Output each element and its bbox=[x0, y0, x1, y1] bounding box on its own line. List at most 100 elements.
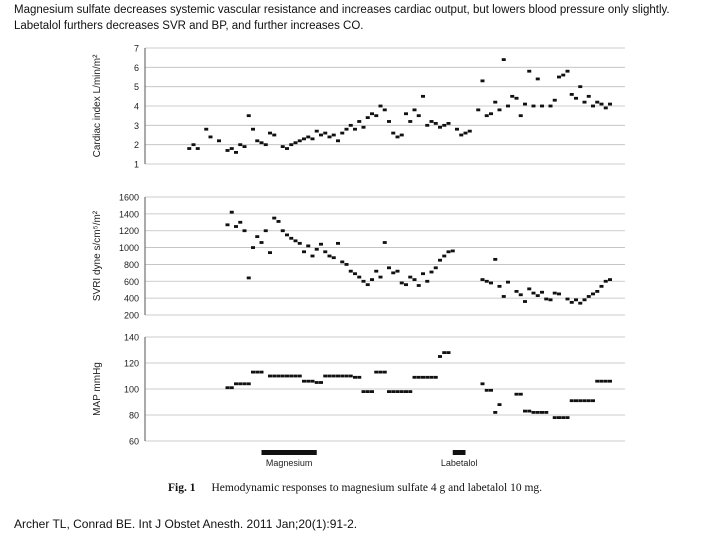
data-point bbox=[429, 375, 434, 379]
data-point bbox=[497, 403, 502, 406]
data-point bbox=[289, 143, 294, 147]
data-point bbox=[569, 300, 574, 304]
data-point bbox=[506, 280, 510, 284]
data-point bbox=[497, 108, 502, 112]
data-point bbox=[374, 370, 379, 374]
y-tick-label: 1600 bbox=[119, 193, 139, 203]
data-point bbox=[433, 122, 438, 125]
data-point bbox=[327, 254, 332, 258]
y-tick-label: 5 bbox=[134, 82, 139, 92]
data-point bbox=[391, 390, 396, 393]
data-point bbox=[370, 390, 374, 393]
data-point bbox=[433, 375, 438, 379]
data-point bbox=[557, 75, 561, 79]
data-point bbox=[569, 93, 574, 96]
data-point bbox=[340, 374, 345, 378]
data-point bbox=[361, 125, 366, 129]
data-point bbox=[450, 249, 455, 253]
citation: Archer TL, Conrad BE. Int J Obstet Anest… bbox=[14, 517, 358, 531]
data-point bbox=[314, 129, 319, 133]
data-point bbox=[591, 399, 595, 403]
data-point bbox=[289, 236, 294, 240]
data-point bbox=[340, 131, 345, 135]
data-point bbox=[544, 297, 549, 301]
data-point bbox=[225, 386, 230, 390]
data-point bbox=[489, 112, 493, 116]
data-point bbox=[268, 374, 272, 378]
data-point bbox=[574, 298, 578, 302]
data-point bbox=[378, 370, 383, 374]
data-point bbox=[280, 229, 285, 233]
data-point bbox=[344, 263, 349, 266]
data-point bbox=[552, 98, 557, 102]
data-point bbox=[391, 131, 396, 135]
data-point bbox=[595, 290, 600, 293]
data-point bbox=[425, 375, 430, 379]
data-point bbox=[255, 235, 260, 239]
data-point bbox=[412, 278, 417, 281]
data-point bbox=[280, 374, 285, 378]
data-point bbox=[229, 210, 234, 214]
data-point bbox=[395, 269, 400, 273]
data-point bbox=[365, 283, 370, 287]
data-point bbox=[272, 216, 277, 220]
data-point bbox=[191, 143, 196, 147]
data-point bbox=[327, 374, 332, 378]
data-point bbox=[272, 374, 277, 378]
data-point bbox=[382, 370, 387, 374]
data-point bbox=[357, 275, 362, 279]
data-point bbox=[586, 399, 591, 403]
data-point bbox=[340, 260, 345, 264]
data-point bbox=[535, 294, 540, 298]
data-point bbox=[404, 390, 408, 393]
y-tick-label: 2 bbox=[134, 140, 139, 150]
data-point bbox=[399, 390, 404, 393]
treatment-bar-magnesium bbox=[261, 450, 317, 455]
data-point bbox=[518, 293, 523, 297]
data-point bbox=[535, 77, 540, 81]
data-point bbox=[480, 79, 485, 83]
data-point bbox=[557, 416, 561, 419]
y-tick-label: 4 bbox=[134, 102, 139, 112]
data-point bbox=[378, 275, 383, 279]
data-point bbox=[429, 120, 434, 123]
treatment-label-labetalol: Labetalol bbox=[441, 458, 478, 468]
y-tick-label: 100 bbox=[124, 385, 139, 395]
data-point bbox=[208, 135, 213, 139]
data-point bbox=[319, 133, 323, 137]
data-point bbox=[280, 145, 285, 148]
data-point bbox=[523, 300, 527, 303]
data-point bbox=[348, 123, 353, 127]
data-point bbox=[548, 298, 553, 302]
data-point bbox=[603, 279, 608, 283]
y-tick-label: 800 bbox=[124, 260, 139, 270]
data-point bbox=[425, 279, 430, 283]
data-point bbox=[404, 112, 408, 116]
data-point bbox=[586, 94, 591, 98]
data-point bbox=[476, 108, 481, 112]
data-point bbox=[234, 225, 238, 228]
y-tick-label: 6 bbox=[134, 63, 139, 73]
data-point bbox=[531, 291, 536, 295]
data-point bbox=[412, 375, 417, 379]
data-point bbox=[361, 390, 366, 393]
data-point bbox=[276, 220, 281, 223]
data-point bbox=[259, 370, 264, 374]
data-point bbox=[591, 104, 595, 108]
data-point bbox=[540, 290, 544, 294]
y-tick-label: 600 bbox=[124, 277, 139, 287]
data-point bbox=[353, 375, 357, 379]
data-point bbox=[442, 254, 447, 258]
y-tick-label: 120 bbox=[124, 359, 139, 369]
data-point bbox=[365, 390, 370, 393]
data-point bbox=[608, 379, 612, 383]
data-point bbox=[599, 102, 604, 106]
data-point bbox=[323, 250, 328, 254]
data-point bbox=[268, 131, 272, 135]
data-point bbox=[293, 374, 298, 378]
data-point bbox=[467, 129, 472, 133]
data-point bbox=[310, 379, 315, 383]
data-point bbox=[319, 242, 323, 246]
data-point bbox=[225, 223, 230, 227]
y-axis-label: SVRI dyne s/cm⁵/m² bbox=[92, 210, 103, 301]
